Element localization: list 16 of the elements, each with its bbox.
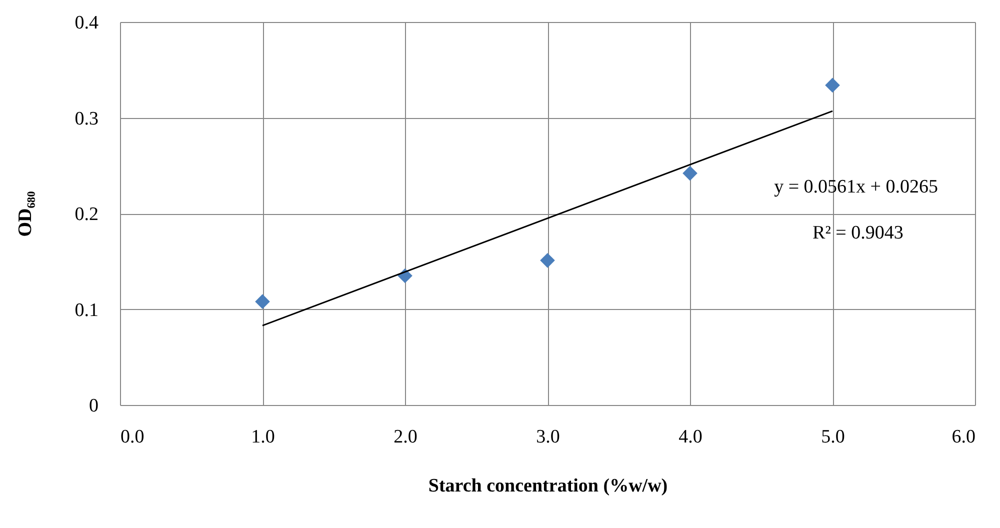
x-tick-label: 0.0 [120,426,144,448]
x-tick-label: 3.0 [536,426,560,448]
annotation: R² = 0.9043 [812,222,904,244]
y-tick-label: 0.3 [74,108,98,130]
x-axis-title: Starch concentration (%w/w) [428,476,668,496]
y-tick-label: 0.2 [74,204,98,225]
x-tick-label: 4.0 [678,426,702,448]
x-tick-label: 1.0 [251,426,275,448]
y-tick-label: 0 [89,396,98,416]
x-tick-label: 6.0 [952,426,976,448]
x-tick-label: 5.0 [821,426,845,448]
y-tick-label: 0.4 [74,12,99,34]
y-axis-title: OD₆₈₀ [14,190,36,237]
x-tick-label: 2.0 [394,426,418,448]
annotation: y = 0.0561x + 0.0265 [774,176,938,198]
y-tick-label: 0.1 [74,300,98,321]
